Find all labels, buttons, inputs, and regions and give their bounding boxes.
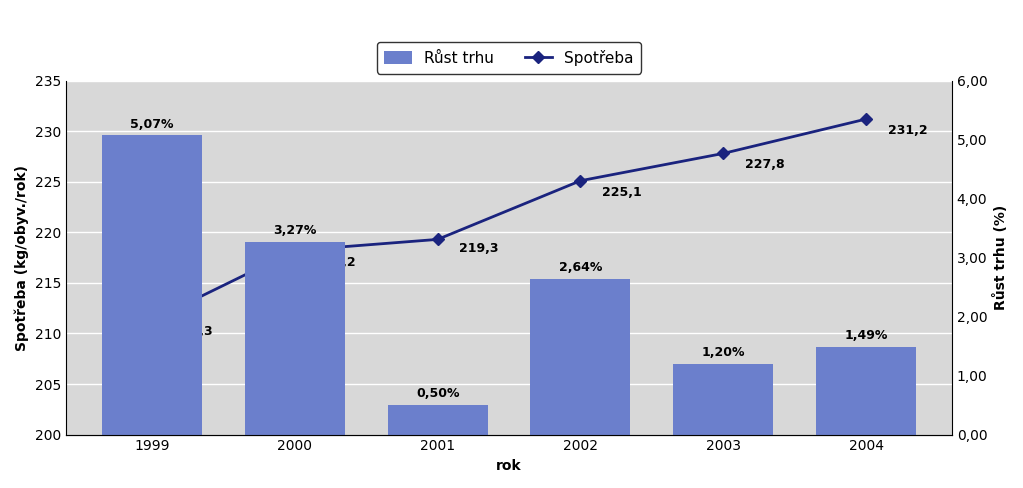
Y-axis label: Spotřeba (kg/obyv./rok): Spotřeba (kg/obyv./rok) <box>15 164 30 350</box>
Text: 227,8: 227,8 <box>745 159 785 171</box>
Text: 3,27%: 3,27% <box>273 224 316 237</box>
Text: 1,20%: 1,20% <box>702 346 745 359</box>
Legend: Růst trhu, Spotřeba: Růst trhu, Spotřeba <box>376 42 641 74</box>
Text: 219,3: 219,3 <box>459 243 498 255</box>
Text: 231,2: 231,2 <box>888 124 927 137</box>
Text: 1,49%: 1,49% <box>844 329 888 342</box>
Text: 211,3: 211,3 <box>174 325 213 338</box>
Bar <box>531 279 630 435</box>
Text: 0,50%: 0,50% <box>416 387 459 400</box>
Text: 5,07%: 5,07% <box>130 118 174 131</box>
Bar <box>816 346 917 435</box>
Y-axis label: Růst trhu (%): Růst trhu (%) <box>993 205 1008 310</box>
Bar <box>388 405 488 435</box>
Text: 218,2: 218,2 <box>316 256 356 268</box>
Text: 225,1: 225,1 <box>602 186 641 199</box>
Bar <box>102 136 202 435</box>
X-axis label: rok: rok <box>496 459 522 473</box>
Bar <box>673 364 773 435</box>
Bar <box>244 242 345 435</box>
Text: 2,64%: 2,64% <box>559 261 603 274</box>
